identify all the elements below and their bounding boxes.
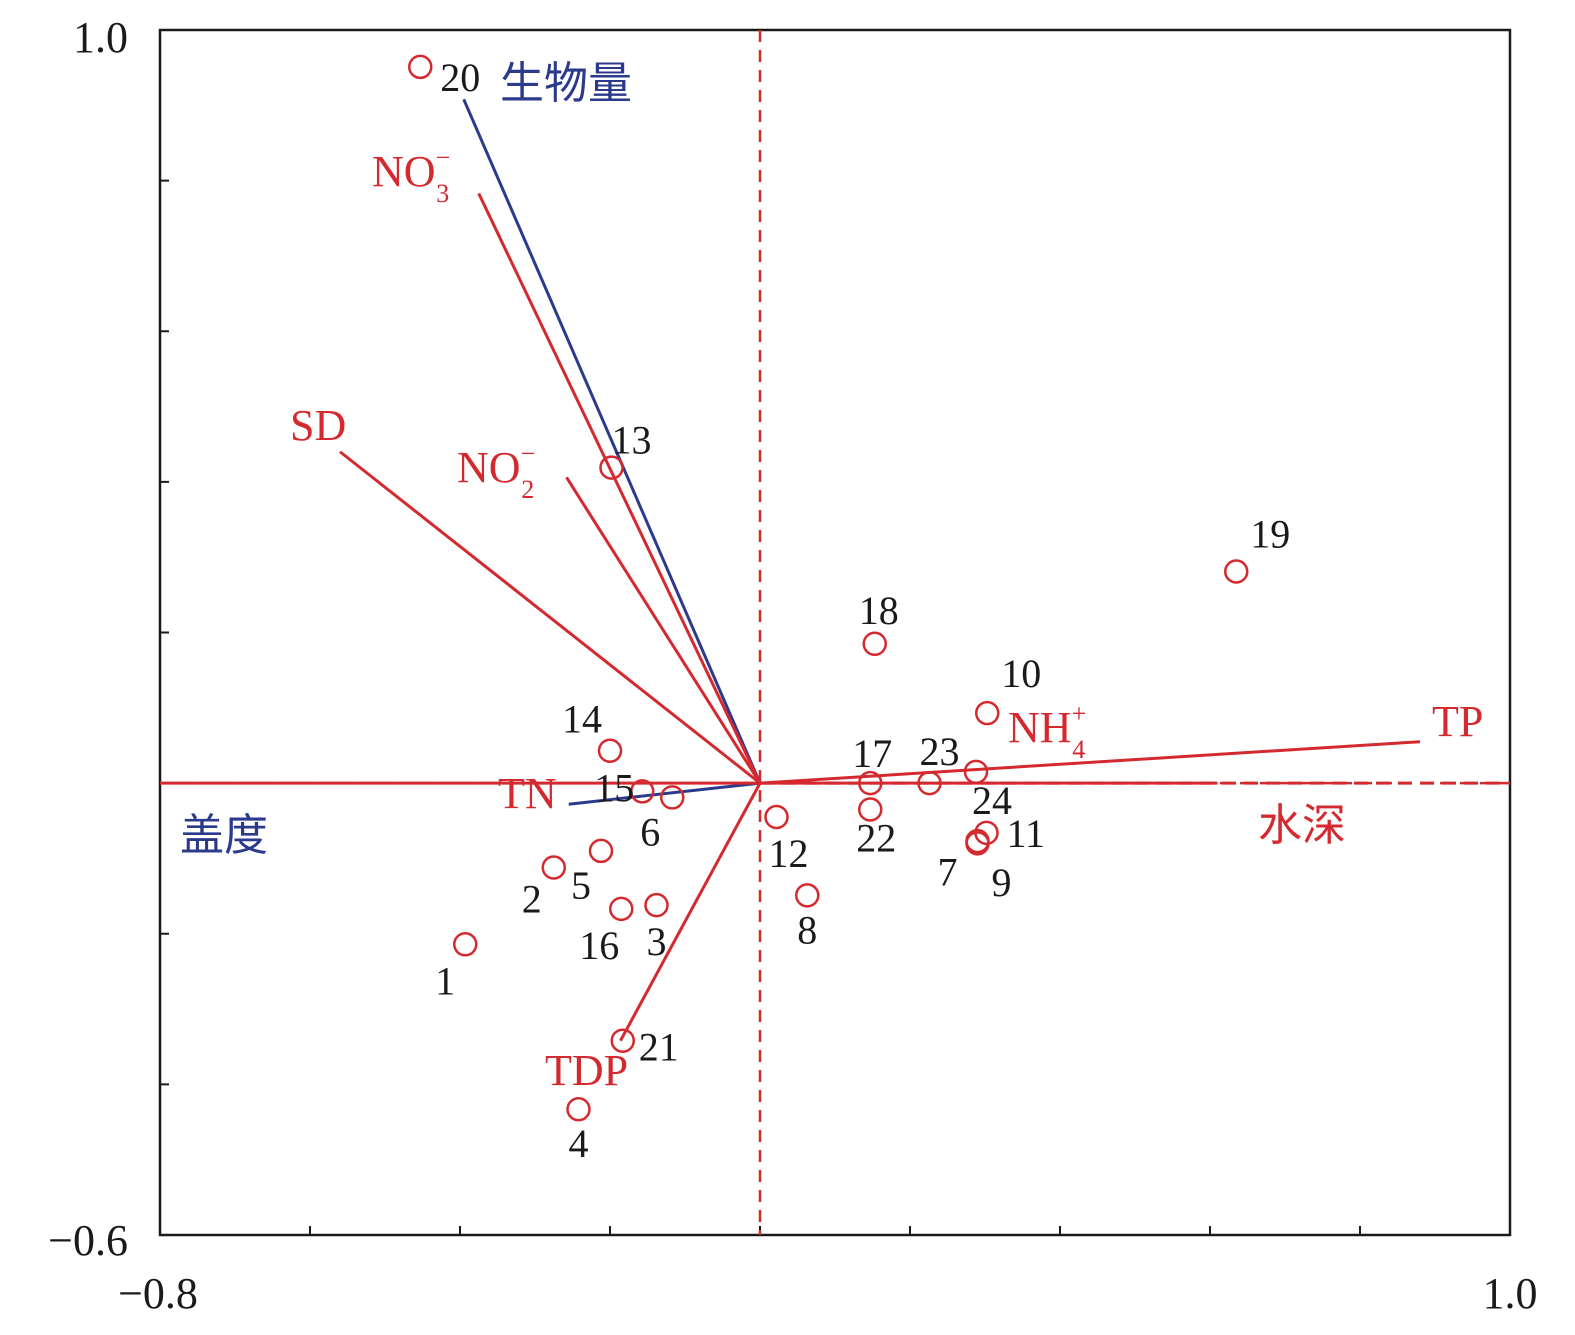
site-label-13: 13 xyxy=(612,418,652,463)
site-marker-5 xyxy=(588,838,614,864)
site-label-17: 17 xyxy=(852,731,892,776)
site-marker-9 xyxy=(965,828,990,854)
site-label-21: 21 xyxy=(639,1025,679,1070)
vector-label-SD: SD xyxy=(290,401,346,450)
site-label-11: 11 xyxy=(1007,811,1046,856)
site-label-1: 1 xyxy=(435,958,455,1003)
site-marker-15 xyxy=(630,779,655,804)
site-label-10: 10 xyxy=(1001,651,1041,696)
plot-frame xyxy=(158,28,1512,1237)
vector-label-NO2: NO− 2 xyxy=(457,439,535,504)
site-marker-13 xyxy=(599,455,624,480)
vector-label-TDP: TDP xyxy=(545,1046,628,1095)
site-label-16: 16 xyxy=(579,923,619,968)
site-label-20: 20 xyxy=(440,55,480,100)
vector-生物量 xyxy=(462,98,762,784)
site-marker-3 xyxy=(644,892,669,918)
site-marker-6 xyxy=(660,785,685,810)
site-marker-12 xyxy=(764,804,789,830)
reference-lines xyxy=(160,30,1510,1235)
site-label-18: 18 xyxy=(859,588,899,633)
y-tick-label-top: 1.0 xyxy=(73,13,128,62)
vector-label-subscript: 3 xyxy=(436,179,449,208)
vector-NO xyxy=(477,192,762,784)
site-marker-8 xyxy=(795,883,820,908)
vector-label-TP: TP xyxy=(1432,697,1483,746)
site-marker-11 xyxy=(974,820,999,846)
vector-label-superscript: − xyxy=(521,439,536,468)
site-label-23: 23 xyxy=(920,729,960,774)
site-label-22: 22 xyxy=(856,815,896,860)
site-marker-14 xyxy=(597,738,623,763)
x-tick-label-right: 1.0 xyxy=(1483,1269,1538,1318)
variable-vectors xyxy=(160,98,1510,1042)
vector-label-生物量: 生物量 xyxy=(500,59,632,108)
vector-label-superscript: − xyxy=(436,143,451,172)
site-label-14: 14 xyxy=(562,697,602,742)
site-label-15: 15 xyxy=(594,765,634,810)
site-marker-22 xyxy=(858,797,883,822)
site-label-12: 12 xyxy=(769,831,809,876)
vector-NO xyxy=(565,476,762,784)
site-marker-21 xyxy=(610,1028,635,1053)
site-label-3: 3 xyxy=(647,919,667,964)
vector-label-subscript: 2 xyxy=(521,475,534,504)
site-marker-19 xyxy=(1224,559,1249,584)
site-marker-24 xyxy=(963,759,989,785)
site-marker-2 xyxy=(541,855,566,880)
vector-label-水深: 水深 xyxy=(1258,801,1346,850)
vector-label-NH4: NH+ 4 xyxy=(1008,699,1086,764)
site-label-24: 24 xyxy=(972,778,1012,823)
x-tick-label-left: −0.8 xyxy=(118,1269,198,1318)
site-marker-17 xyxy=(858,770,883,796)
site-marker-23 xyxy=(917,770,942,796)
site-marker-16 xyxy=(609,896,634,922)
site-label-9: 9 xyxy=(992,860,1012,905)
vector-SD xyxy=(339,450,761,785)
site-marker-1 xyxy=(453,932,478,957)
vector-盖度 xyxy=(568,781,761,806)
vector-label-subscript: 4 xyxy=(1072,735,1085,764)
site-marker-20 xyxy=(408,54,433,80)
site-label-19: 19 xyxy=(1250,511,1290,556)
site-marker-18 xyxy=(862,631,887,657)
site-label-7: 7 xyxy=(938,849,958,894)
vector-label-superscript: + xyxy=(1072,699,1087,728)
site-label-4: 4 xyxy=(569,1121,589,1166)
site-label-6: 6 xyxy=(640,809,660,854)
site-marker-10 xyxy=(975,700,1000,726)
site-label-2: 2 xyxy=(522,876,542,921)
y-tick-label-bottom: −0.6 xyxy=(48,1216,128,1265)
site-label-5: 5 xyxy=(571,863,591,908)
vector-label-盖度: 盖度 xyxy=(180,811,268,860)
vector-label-TN: TN xyxy=(498,769,557,818)
site-marker-4 xyxy=(566,1096,591,1122)
vector-TDP xyxy=(619,782,762,1042)
site-label-8: 8 xyxy=(797,907,817,952)
vector-label-NO3: NO− 3 xyxy=(372,143,450,208)
vector-TP xyxy=(759,740,1421,785)
